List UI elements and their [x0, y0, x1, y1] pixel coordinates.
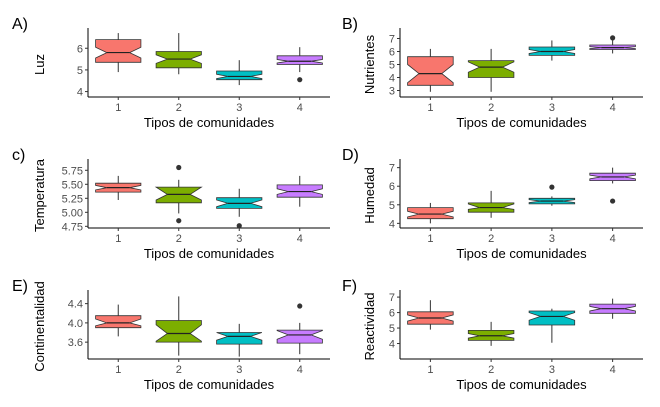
panel-2-y-tick-label: 4 — [389, 73, 395, 85]
panel-4-box-1 — [407, 207, 454, 220]
panel-2-outlier-4 — [610, 35, 616, 41]
panel-3-y-tick-label: 5.75 — [62, 165, 83, 177]
panel-3-x-tick-label: 4 — [297, 233, 303, 245]
panel-4-y-tick-label: 7 — [389, 163, 395, 175]
panel-2-y-tick-label: 6 — [389, 47, 395, 59]
panel-1-x-tick-label: 4 — [297, 102, 303, 114]
panel-4-x-tick-label: 1 — [427, 233, 433, 245]
panel-2-x-tick-label: 3 — [549, 102, 555, 114]
panel-6-y-axis-title: Reactividad — [362, 293, 377, 361]
panel-3-y-tick-label: 5.50 — [62, 179, 83, 191]
panel-3-outlier-2 — [176, 218, 182, 224]
panel-2-x-tick-label: 2 — [488, 102, 494, 114]
panel-2-y-axis-title: Nutrientes — [362, 34, 377, 94]
panel-3-outlier-2 — [176, 164, 182, 171]
panel-2-x-axis-title: Tipos de comunidades — [456, 115, 587, 130]
panel-4-x-axis-title: Tipos de comunidades — [456, 246, 587, 261]
panel-3-y-tick-label: 5.25 — [62, 193, 83, 205]
panel-1-box-3 — [216, 70, 263, 81]
panel-2-x-tick-label: 4 — [610, 102, 616, 114]
panel-1-box-4 — [276, 55, 323, 65]
panel-6-x-tick-label: 2 — [488, 364, 494, 376]
panel-6-x-tick-label: 1 — [427, 364, 433, 376]
panel-5-outlier-4 — [297, 303, 303, 309]
panel-4-y-tick-label: 6 — [389, 181, 395, 193]
panel-1-x-tick-label: 2 — [176, 102, 182, 114]
panel-6-y-tick-label: 7 — [389, 292, 395, 304]
panel-2-y-tick-label: 3 — [389, 86, 395, 98]
panel-4-x-tick-label: 3 — [549, 233, 555, 245]
panel-5-box-4 — [276, 329, 323, 344]
panel-5-x-axis-title: Tipos de comunidades — [144, 377, 275, 392]
panel-4-x-tick-label: 4 — [610, 233, 616, 245]
panel-5-y-tick-label: 4.0 — [68, 318, 83, 330]
panel-3-y-tick-label: 5.00 — [62, 207, 83, 219]
panel-3-y-tick-label: 4.75 — [62, 221, 83, 233]
panel-5-x-tick-label: 4 — [297, 364, 303, 376]
panel-3-x-tick-label: 3 — [236, 233, 242, 245]
panel-1-x-tick-label: 1 — [115, 102, 121, 114]
panel-6-letter: F) — [342, 278, 357, 295]
panel-6-y-tick-label: 5 — [389, 323, 395, 335]
panel-1-x-axis-title: Tipos de comunidades — [144, 115, 275, 130]
panel-5-x-tick-label: 1 — [115, 364, 121, 376]
panel-1-outlier-4 — [297, 77, 303, 83]
panel-6-y-tick-label: 6 — [389, 308, 395, 320]
panel-6-x-axis-title: Tipos de comunidades — [456, 377, 587, 392]
panel-3-outlier-3 — [236, 223, 242, 229]
panel-2-letter: B) — [342, 16, 358, 33]
panel-1-box-1 — [95, 39, 142, 63]
panel-5-x-tick-label: 2 — [176, 364, 182, 376]
panel-4-outlier-4 — [610, 198, 616, 204]
panel-2-x-tick-label: 1 — [427, 102, 433, 114]
panel-5-y-tick-label: 4.4 — [68, 299, 83, 311]
panel-4-x-tick-label: 2 — [488, 233, 494, 245]
panel-4-y-axis-title: Humedad — [362, 167, 377, 223]
panel-1-y-tick-label: 6 — [77, 43, 83, 55]
panel-5-x-tick-label: 3 — [236, 364, 242, 376]
panel-1-x-tick-label: 3 — [236, 102, 242, 114]
panel-3-x-tick-label: 1 — [115, 233, 121, 245]
panel-5-y-tick-label: 3.6 — [68, 337, 83, 349]
panel-5-y-axis-title: Continentalidad — [32, 281, 47, 371]
panel-5-letter: E) — [12, 278, 28, 295]
panel-4-letter: D) — [342, 147, 359, 164]
panel-6-box-3 — [528, 310, 576, 326]
panel-1-y-tick-label: 4 — [77, 87, 83, 99]
panel-1-y-axis-title: Luz — [32, 54, 47, 75]
panel-1-letter: A) — [12, 16, 28, 33]
panel-2-y-tick-label: 7 — [389, 34, 395, 46]
panel-6-y-tick-label: 4 — [389, 339, 395, 351]
panel-5-box-3 — [216, 332, 263, 345]
panel-6-x-tick-label: 3 — [549, 364, 555, 376]
panel-4-y-tick-label: 5 — [389, 200, 395, 212]
panel-1-y-tick-label: 5 — [77, 65, 83, 77]
panel-2-box-2 — [467, 60, 515, 78]
panel-3-y-axis-title: Temperatura — [32, 158, 47, 232]
panel-3-letter: c) — [12, 147, 25, 164]
panel-3-x-axis-title: Tipos de comunidades — [144, 246, 275, 261]
panel-5-box-1 — [95, 315, 142, 329]
panel-2-box-1 — [407, 56, 454, 86]
panel-4-y-tick-label: 4 — [389, 218, 395, 230]
panel-2-y-tick-label: 5 — [389, 60, 395, 72]
panel-5-box-2 — [155, 320, 202, 343]
panel-3-x-tick-label: 2 — [176, 233, 182, 245]
panel-6-x-tick-label: 4 — [610, 364, 616, 376]
panel-4-outlier-3 — [549, 184, 555, 190]
